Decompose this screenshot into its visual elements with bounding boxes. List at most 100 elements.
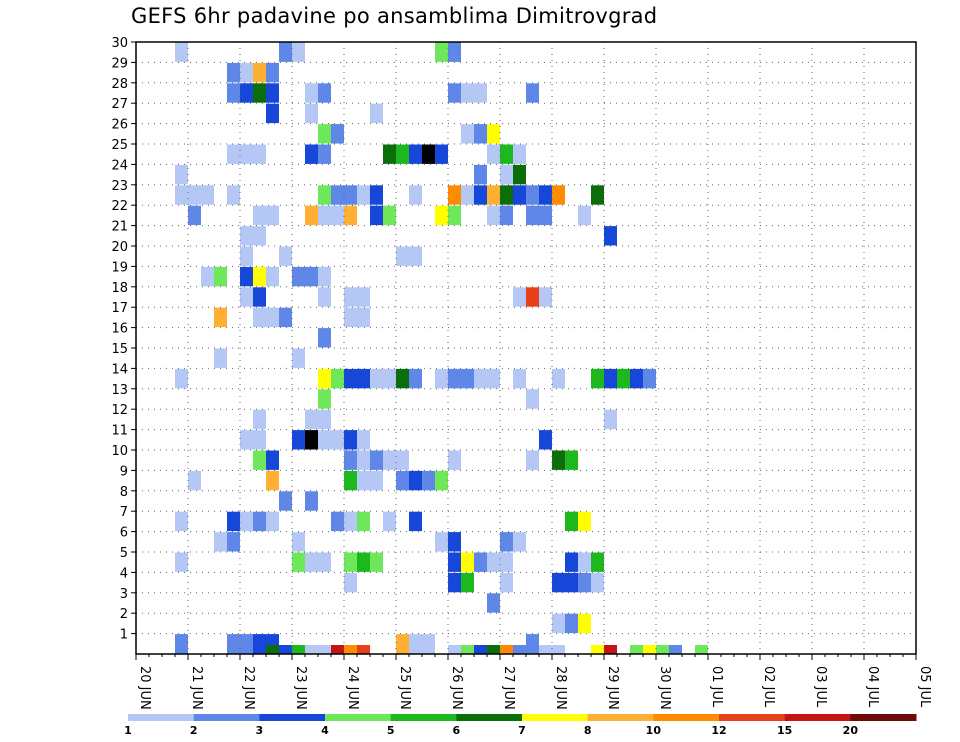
heat-cell — [331, 430, 344, 450]
legend-swatch — [522, 714, 589, 721]
heat-cell — [591, 572, 604, 593]
heat-cell — [201, 266, 214, 287]
heat-cell — [500, 185, 513, 205]
cells-layer — [175, 42, 708, 654]
heat-cell — [305, 205, 318, 226]
y-tick-label: 19 — [111, 260, 128, 275]
heat-cell — [253, 307, 266, 328]
heat-cell — [370, 205, 383, 226]
heat-cell — [370, 552, 383, 572]
heat-cell — [240, 634, 253, 654]
heat-cell — [565, 450, 578, 470]
heat-cell — [448, 552, 461, 572]
heat-cell — [357, 511, 370, 532]
heat-cell — [175, 185, 188, 205]
heat-cell — [526, 634, 539, 654]
heat-cell — [305, 430, 318, 450]
y-tick-label: 10 — [111, 444, 128, 459]
heat-cell — [305, 552, 318, 572]
legend-label: 7 — [518, 724, 526, 737]
heat-cell — [266, 266, 279, 287]
heat-cell — [253, 430, 266, 450]
heat-cell — [461, 185, 474, 205]
heat-cell — [266, 307, 279, 328]
heat-cell — [409, 185, 422, 205]
heat-cell — [214, 348, 227, 368]
heat-cell — [240, 287, 253, 307]
strip-cell — [292, 645, 305, 654]
heat-cell — [305, 491, 318, 511]
legend-swatch — [390, 714, 457, 721]
legend-label: 15 — [777, 724, 792, 737]
x-tick-label: 02 JUL — [761, 666, 776, 708]
strip-cell — [357, 645, 370, 654]
strip-cell — [461, 645, 474, 654]
strip-cell — [513, 645, 526, 654]
legend-swatch — [456, 714, 523, 721]
heat-cell — [552, 572, 565, 593]
heat-cell — [227, 511, 240, 532]
heat-cell — [175, 511, 188, 532]
heat-cell — [435, 42, 448, 62]
heat-cell — [383, 511, 396, 532]
y-tick-label: 14 — [111, 362, 128, 377]
heat-cell — [253, 144, 266, 164]
heat-cell — [435, 368, 448, 389]
y-tick-label: 21 — [111, 220, 128, 235]
heat-cell — [318, 124, 331, 144]
heat-cell — [500, 144, 513, 164]
heat-cell — [305, 144, 318, 164]
heat-cell — [448, 83, 461, 103]
heat-cell — [188, 205, 201, 226]
heat-cell — [227, 532, 240, 552]
x-tick-label: 20 JUN — [137, 666, 152, 710]
heat-cell — [409, 144, 422, 164]
heat-cell — [318, 287, 331, 307]
y-tick-label: 8 — [120, 485, 128, 500]
heat-cell — [591, 368, 604, 389]
y-tick-label: 18 — [111, 281, 128, 296]
heat-cell — [227, 144, 240, 164]
legend-label: 1 — [124, 724, 132, 737]
x-tick-label: 05 JUL — [917, 666, 932, 708]
y-tick-label: 3 — [120, 587, 128, 602]
heat-cell — [318, 430, 331, 450]
heat-cell — [565, 511, 578, 532]
heat-cell — [344, 450, 357, 470]
y-tick-label: 15 — [111, 342, 128, 357]
heat-cell — [175, 552, 188, 572]
heat-cell — [513, 287, 526, 307]
legend-swatch — [259, 714, 326, 721]
heat-cell — [266, 205, 279, 226]
heat-cell — [292, 552, 305, 572]
heat-cell — [253, 409, 266, 430]
x-tick-label: 23 JUN — [293, 666, 308, 710]
heat-cell — [266, 103, 279, 124]
legend-swatch — [587, 714, 654, 721]
heat-cell — [344, 572, 357, 593]
heat-cell — [526, 287, 539, 307]
legend: 1 2 3 4 5 6 7 8 10 12 15 20 — [124, 714, 917, 737]
strip-cell — [279, 645, 292, 654]
x-tick-label: 27 JUN — [501, 666, 516, 710]
y-tick-label: 12 — [111, 403, 128, 418]
heat-cell — [526, 185, 539, 205]
y-tick-label: 16 — [111, 322, 128, 337]
heat-cell — [253, 205, 266, 226]
heat-cell — [409, 511, 422, 532]
strip-cell — [630, 645, 643, 654]
heat-cell — [305, 409, 318, 430]
strip-cell — [448, 645, 461, 654]
y-tick-label: 4 — [120, 566, 128, 581]
y-tick-label: 26 — [111, 118, 128, 133]
heat-cell — [331, 205, 344, 226]
heat-cell — [487, 124, 500, 144]
heat-cell — [331, 185, 344, 205]
heat-cell — [227, 83, 240, 103]
y-tick-label: 22 — [111, 199, 128, 214]
y-tick-label: 13 — [111, 383, 128, 398]
heat-cell — [253, 634, 266, 654]
heat-cell — [526, 83, 539, 103]
strip-cell — [604, 645, 617, 654]
heat-cell — [214, 266, 227, 287]
